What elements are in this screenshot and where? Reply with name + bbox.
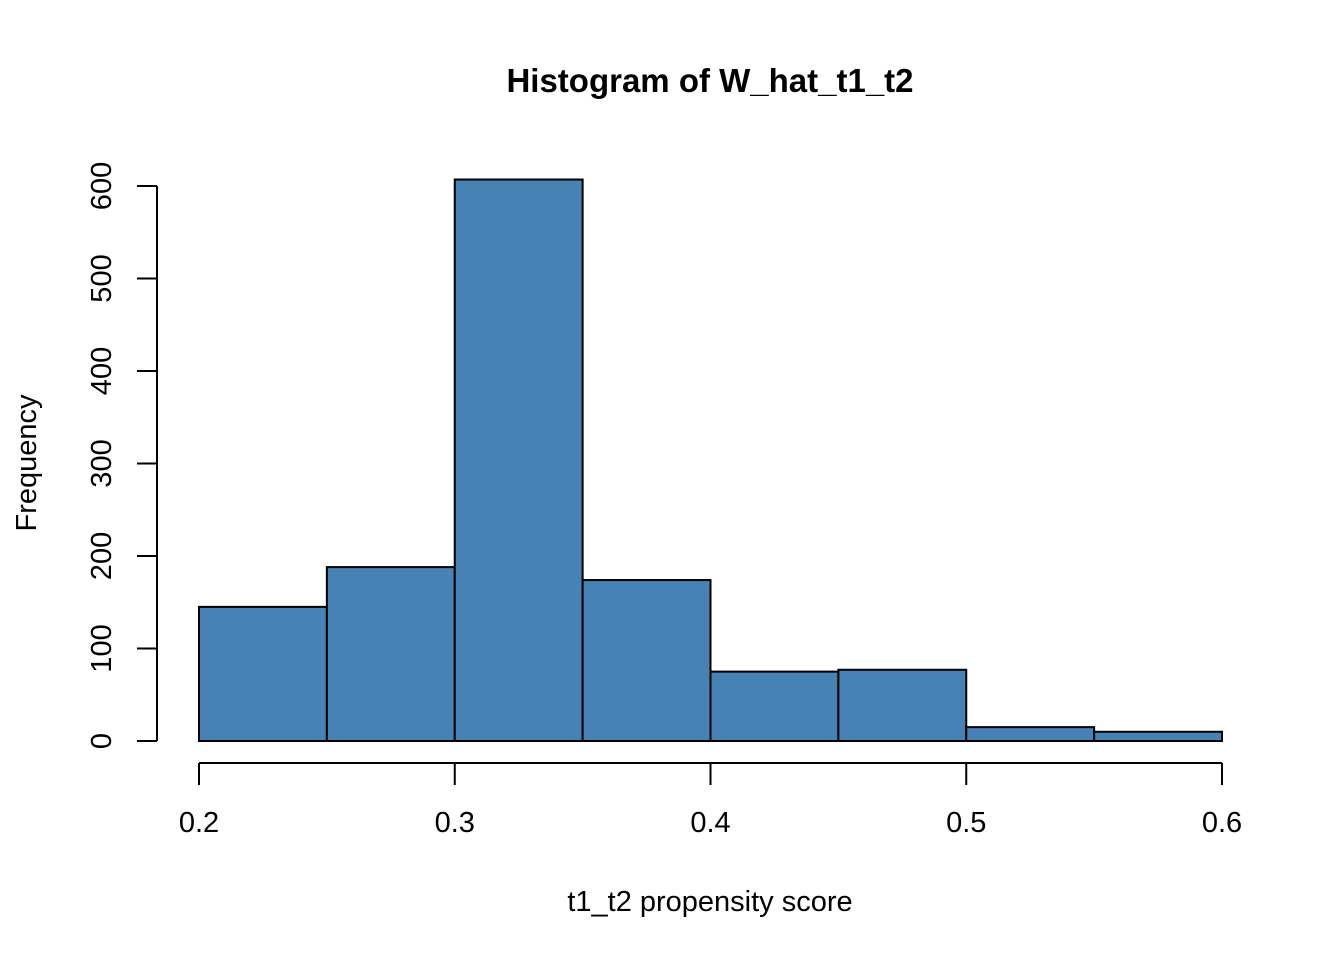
x-tick-label: 0.2 <box>179 807 219 839</box>
histogram-bar <box>581 579 712 742</box>
histogram-bar <box>453 178 584 742</box>
y-tick-label: 100 <box>86 624 118 672</box>
y-axis-label: Frequency <box>11 394 43 532</box>
chart-title: Histogram of W_hat_t1_t2 <box>506 62 913 99</box>
histogram-bar <box>198 605 328 742</box>
x-tick-label: 0.4 <box>690 807 730 839</box>
y-tick-label: 0 <box>86 733 118 749</box>
histogram-bar <box>965 726 1096 742</box>
histogram-bar <box>1093 730 1223 742</box>
y-tick-label: 500 <box>86 254 118 302</box>
y-tick-label: 600 <box>86 162 118 210</box>
bars-group <box>198 178 1223 743</box>
histogram-bar <box>325 566 456 742</box>
x-axis-label: t1_t2 propensity score <box>567 886 852 918</box>
x-tick-label: 0.5 <box>946 807 986 839</box>
histogram-bar <box>709 670 840 742</box>
x-tick-label: 0.6 <box>1202 807 1242 839</box>
x-tick-label: 0.3 <box>435 807 475 839</box>
y-tick-label: 300 <box>86 439 118 487</box>
y-axis: 0 100 200 300 400 500 600 <box>86 162 158 749</box>
y-tick-label: 200 <box>86 532 118 580</box>
y-tick-label: 400 <box>86 347 118 395</box>
x-axis: 0.2 0.3 0.4 0.5 0.6 <box>179 762 1242 839</box>
histogram-bar <box>837 668 968 743</box>
